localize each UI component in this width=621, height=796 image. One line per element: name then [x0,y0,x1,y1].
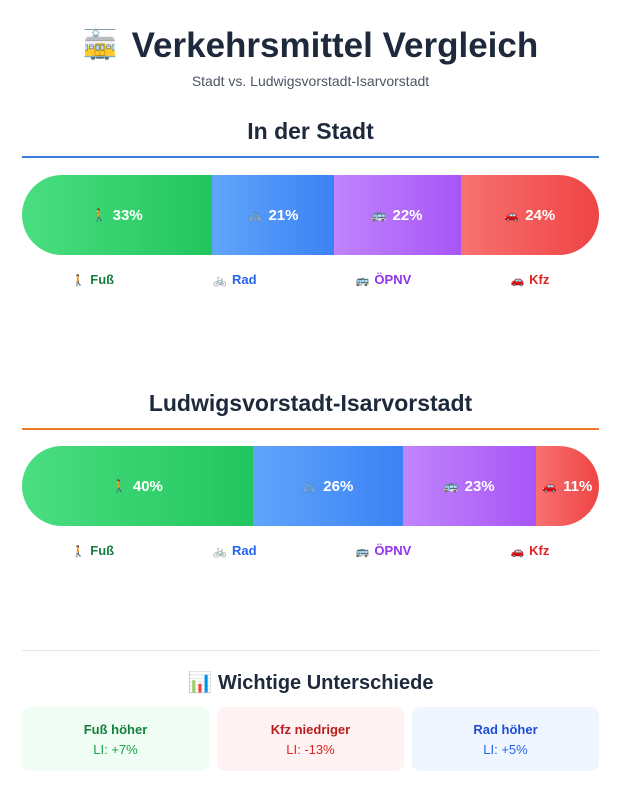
differences-title-text: Wichtige Unterschiede [218,672,434,694]
segment-value: 23% [464,477,495,495]
bar-segment-walk: 🚶 40% [22,446,253,526]
segment-value: 22% [392,206,423,224]
car-icon: 🚗 [542,479,558,493]
segment-value: 33% [112,206,143,224]
legend: 🚶 Fuß 🚲 Rad 🚌 ÖPNV 🚗 Kfz [22,543,599,558]
bike-icon: 🚲 [247,208,263,222]
difference-card: Kfz niedriger LI: -13% [217,707,404,771]
legend-label: Kfz [529,272,550,287]
legend-label: Kfz [529,543,550,558]
bar-segment-bus: 🚌 22% [333,175,461,255]
page-title: 🚋 Verkehrsmittel Vergleich [0,26,621,66]
page-subtitle: Stadt vs. Ludwigsvorstadt-Isarvorstadt [191,73,430,89]
card-title: Fuß höher [83,722,148,737]
legend-item-car: 🚗 Kfz [510,543,549,558]
stacked-bar: 🚶 33% 🚲 21% 🚌 22% 🚗 24% [22,175,599,255]
segment-value: 11% [563,477,593,495]
segment-value: 40% [132,477,163,495]
differences-cards: Fuß höher LI: +7% Kfz niedriger LI: -13% Rad… [22,707,599,771]
bar-segment-bus: 🚌 23% [402,446,536,526]
section-title: In der Stadt [247,118,374,144]
bus-icon: 🚌 [371,208,387,222]
segment-value: 26% [323,477,354,495]
bar-segment-car: 🚗 11% [535,446,599,526]
walk-icon: 🚶 [91,208,107,222]
differences-title: 📊 Wichtige Unterschiede [0,670,621,695]
bar-segment-walk: 🚶 33% [22,175,213,255]
section-underline [22,156,599,158]
bike-icon: 🚲 [213,275,227,287]
section-title: Ludwigsvorstadt-Isarvorstadt [148,390,473,416]
difference-card: Fuß höher LI: +7% [22,707,209,771]
legend-item-walk: 🚶 Fuß [72,272,115,287]
segment-value: 21% [268,206,299,224]
bar-segment-bike: 🚲 26% [252,446,403,526]
segment-value: 24% [525,206,556,224]
tram-icon: 🚋 [82,29,118,60]
card-title: Kfz niedriger [270,722,351,737]
walk-icon: 🚶 [111,479,127,493]
chart-icon: 📊 [187,672,213,694]
legend-item-car: 🚗 Kfz [510,272,549,287]
car-icon: 🚗 [510,275,525,287]
legend-label: Rad [231,543,257,558]
bar-segment-bike: 🚲 21% [212,175,334,255]
difference-card: Rad höher LI: +5% [412,707,599,771]
legend-item-bike: 🚲 Rad [213,543,256,558]
legend-label: Fuß [90,543,115,558]
card-value: LI: +5% [483,742,528,757]
bus-icon: 🚌 [443,479,459,493]
car-icon: 🚗 [510,546,525,558]
bar-segment-car: 🚗 24% [460,175,599,255]
legend: 🚶 Fuß 🚲 Rad 🚌 ÖPNV 🚗 Kfz [22,272,599,287]
bus-icon: 🚌 [355,546,370,558]
stacked-bar: 🚶 40% 🚲 26% 🚌 23% 🚗 11% [22,446,599,526]
legend-label: Rad [231,272,257,287]
bus-icon: 🚌 [355,275,370,287]
bike-icon: 🚲 [213,546,227,558]
page-title-text: Verkehrsmittel Vergleich [131,26,539,65]
section-underline [22,428,599,430]
card-value: LI: +7% [93,742,138,757]
legend-item-bus: 🚌 ÖPNV [356,543,412,558]
walk-icon: 🚶 [71,546,86,558]
legend-item-walk: 🚶 Fuß [72,543,115,558]
legend-label: ÖPNV [374,543,412,558]
divider [22,650,599,651]
card-title: Rad höher [473,722,538,737]
car-icon: 🚗 [504,208,520,222]
legend-label: Fuß [90,272,115,287]
legend-item-bus: 🚌 ÖPNV [356,272,412,287]
card-value: LI: -13% [286,742,335,757]
legend-item-bike: 🚲 Rad [213,272,256,287]
bike-icon: 🚲 [302,479,318,493]
walk-icon: 🚶 [71,275,86,287]
legend-label: ÖPNV [374,272,412,287]
